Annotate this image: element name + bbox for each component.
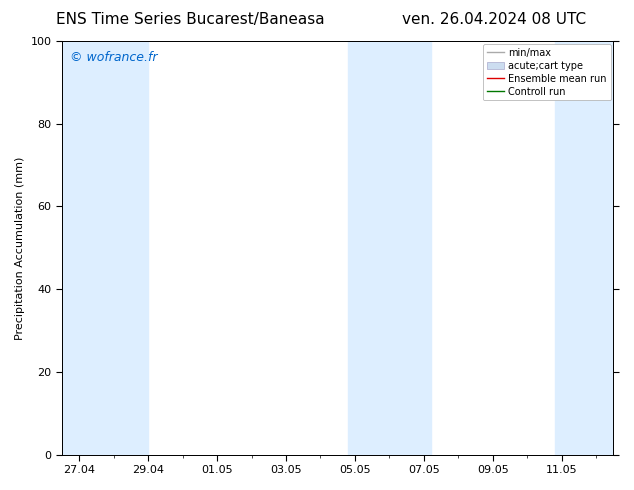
Text: ENS Time Series Bucarest/Baneasa: ENS Time Series Bucarest/Baneasa [56, 12, 325, 27]
Y-axis label: Precipitation Accumulation (mm): Precipitation Accumulation (mm) [15, 156, 25, 340]
Bar [555, 41, 614, 455]
Bar [62, 41, 148, 455]
Text: © wofrance.fr: © wofrance.fr [70, 51, 158, 64]
Legend: min/max, acute;cart type, Ensemble mean run, Controll run: min/max, acute;cart type, Ensemble mean … [483, 44, 611, 100]
Text: ven. 26.04.2024 08 UTC: ven. 26.04.2024 08 UTC [403, 12, 586, 27]
Bar [348, 41, 430, 455]
